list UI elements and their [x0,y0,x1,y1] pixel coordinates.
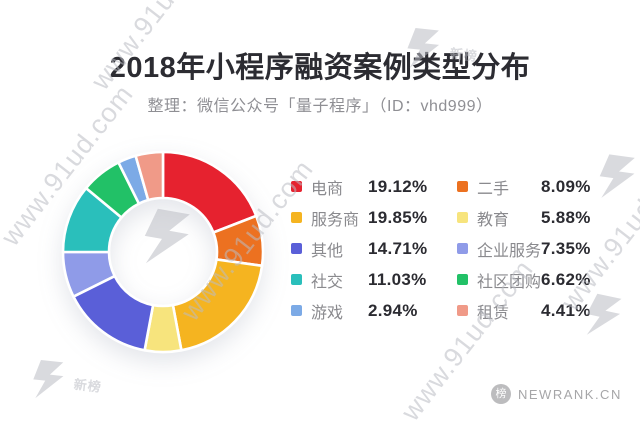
legend-swatch [291,212,302,223]
legend-label: 教育 [477,211,510,229]
donut-chart-svg [61,150,265,354]
legend-label: 服务商 [311,211,360,229]
legend-label: 游戏 [311,304,344,322]
legend-column-right: 二手 8.09% 教育 5.88% 企业服务 7.35% 社区团购 6.62% … [457,171,591,326]
legend-swatch [457,305,468,316]
legend-swatch [291,274,302,285]
brand-watermark: 新榜 [28,358,104,405]
legend-swatch [291,305,302,316]
page-subtitle: 整理：微信公众号「量子程序」（ID：vhd999） [147,98,493,115]
legend-item: 电商 19.12% [291,171,427,202]
newrank-logo-icon: 榜 [491,384,511,404]
brand-watermark [593,152,640,204]
lightning-icon [33,360,64,399]
legend-value: 6.62% [541,269,591,289]
legend-value: 8.09% [541,176,591,196]
page-title: 2018年小程序融资案例类型分布 [109,52,531,84]
legend-label: 二手 [477,180,510,198]
legend-column-left: 电商 19.12% 服务商 19.85% 其他 14.71% 社交 11.03%… [291,171,427,326]
lightning-icon [599,154,635,198]
legend-value: 5.88% [541,207,591,227]
legend-value: 19.12% [368,176,428,196]
legend-item: 游戏 2.94% [291,295,427,326]
legend-swatch [291,181,302,192]
legend-item: 租赁 4.41% [457,295,591,326]
legend-label: 电商 [311,180,344,198]
legend-swatch [457,243,468,254]
legend-item: 二手 8.09% [457,171,591,202]
legend-label: 租赁 [477,304,510,322]
legend-item: 其他 14.71% [291,233,427,264]
brand-watermark-label: 新榜 [73,376,103,395]
donut-slice [171,258,264,352]
legend-item: 企业服务 7.35% [457,233,591,264]
legend-item: 教育 5.88% [457,202,591,233]
legend-value: 19.85% [368,207,428,227]
legend-swatch [457,212,468,223]
legend-label: 社区团购 [477,273,542,291]
legend-value: 7.35% [541,238,591,258]
legend-swatch [457,274,468,285]
legend-label: 企业服务 [477,242,542,260]
legend-swatch [291,243,302,254]
legend-item: 社交 11.03% [291,264,427,295]
legend-label: 社交 [311,273,344,291]
legend-value: 4.41% [541,300,591,320]
donut-slice [134,150,165,202]
newrank-logo: 榜 NEWRANK.CN [491,384,622,404]
legend-item: 服务商 19.85% [291,202,427,233]
legend-value: 2.94% [368,300,418,320]
legend-swatch [457,181,468,192]
legend-value: 14.71% [368,238,428,258]
newrank-logo-text: NEWRANK.CN [518,386,622,402]
donut-chart [61,150,265,354]
legend-value: 11.03% [368,269,427,289]
legend-item: 社区团购 6.62% [457,264,591,295]
legend-label: 其他 [311,242,344,260]
